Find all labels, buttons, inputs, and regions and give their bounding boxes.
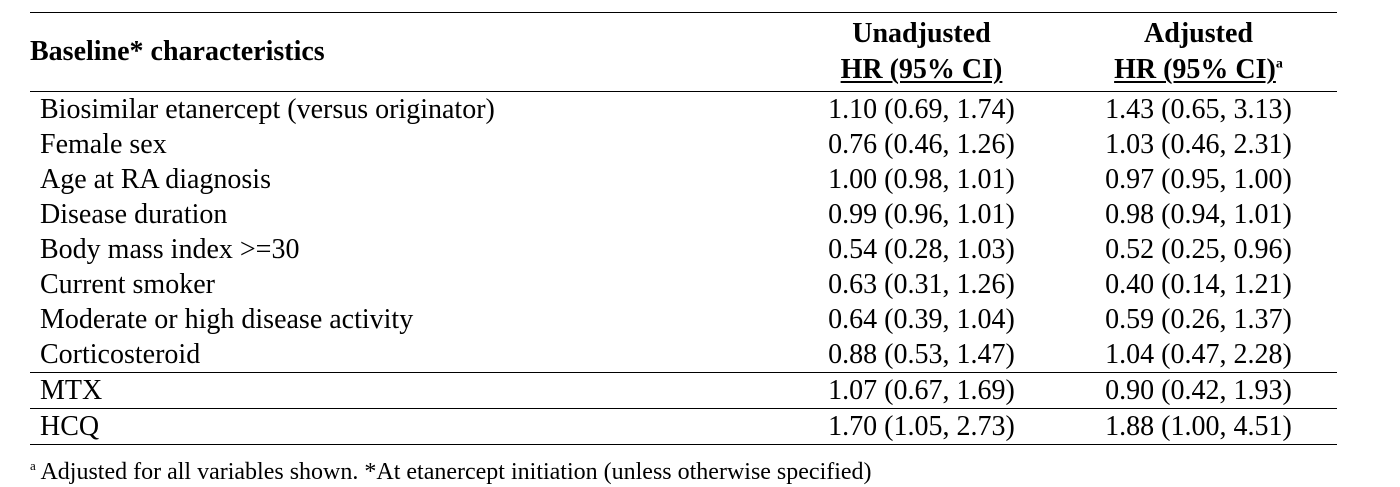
table-header-row: Baseline* characteristics Unadjusted HR …: [30, 12, 1337, 92]
row-adjusted-hr: 0.98 (0.94, 1.01): [1105, 199, 1292, 230]
table-row: Current smoker 0.63 (0.31, 1.26) 0.40 (0.1…: [30, 267, 1337, 302]
row-label: Age at RA diagnosis: [40, 164, 271, 195]
row-label: HCQ: [30, 408, 783, 445]
row-label: MTX: [30, 372, 783, 409]
row-unadjusted-hr: 0.76 (0.46, 1.26): [828, 129, 1015, 160]
header-unadjusted-hr: Unadjusted HR (95% CI): [783, 12, 1060, 92]
header-baseline-characteristics: Baseline* characteristics: [30, 12, 783, 92]
footnote-marker: a: [30, 458, 36, 473]
row-label: Female sex: [40, 129, 167, 160]
row-label: Corticosteroid: [40, 339, 201, 370]
header-unadjusted-line2: HR (95% CI): [840, 54, 1003, 85]
hazard-ratio-table: Baseline* characteristics Unadjusted HR …: [30, 12, 1337, 445]
row-label: Disease duration: [40, 199, 228, 230]
row-unadjusted-hr: 1.00 (0.98, 1.01): [828, 164, 1015, 195]
row-adjusted-hr: 0.90 (0.42, 1.93): [1060, 372, 1337, 409]
row-adjusted-hr: 1.03 (0.46, 2.31): [1105, 129, 1292, 160]
row-label: Biosimilar etanercept (versus originator…: [40, 94, 495, 125]
table-body: Biosimilar etanercept (versus originator…: [30, 92, 1337, 445]
table-row: HCQ 1.70 (1.05, 2.73) 1.88 (1.00, 4.51): [30, 408, 1337, 445]
header-adjusted-line1: Adjusted: [1144, 18, 1253, 49]
row-adjusted-hr: 0.52 (0.25, 0.96): [1105, 234, 1292, 265]
header-adjusted-line2: HR (95% CI): [1114, 54, 1276, 85]
row-unadjusted-hr: 1.10 (0.69, 1.74): [828, 94, 1015, 125]
table-row: Biosimilar etanercept (versus originator…: [30, 92, 1337, 128]
row-adjusted-hr: 1.04 (0.47, 2.28): [1105, 339, 1292, 370]
table-row: Moderate or high disease activity 0.64 (0…: [30, 302, 1337, 337]
row-unadjusted-hr: 0.88 (0.53, 1.47): [828, 339, 1015, 370]
row-adjusted-hr: 0.97 (0.95, 1.00): [1105, 164, 1292, 195]
table-row: MTX 1.07 (0.67, 1.69) 0.90 (0.42, 1.93): [30, 372, 1337, 409]
row-adjusted-hr: 1.88 (1.00, 4.51): [1060, 408, 1337, 445]
row-label: Body mass index >=30: [40, 234, 300, 265]
header-adjusted-line2-wrap: HR (95% CI)a: [1060, 52, 1337, 88]
row-unadjusted-hr: 1.07 (0.67, 1.69): [783, 372, 1060, 409]
table-row: Body mass index >=30 0.54 (0.28, 1.03) 0.5…: [30, 232, 1337, 267]
table-row: Corticosteroid 0.88 (0.53, 1.47) 1.04 (0.4…: [30, 337, 1337, 373]
table-footnote: a Adjusted for all variables shown. *At …: [30, 458, 872, 486]
row-label: Current smoker: [40, 269, 215, 300]
row-adjusted-hr: 0.59 (0.26, 1.37): [1105, 304, 1292, 335]
header-adjusted-footnote-marker: a: [1275, 56, 1283, 72]
table-row: Disease duration 0.99 (0.96, 1.01) 0.98 (0…: [30, 197, 1337, 232]
row-unadjusted-hr: 0.64 (0.39, 1.04): [828, 304, 1015, 335]
row-unadjusted-hr: 1.70 (1.05, 2.73): [783, 408, 1060, 445]
footnote-text: Adjusted for all variables shown. *At et…: [35, 459, 872, 485]
table-row: Female sex 0.76 (0.46, 1.26) 1.03 (0.46, 2…: [30, 127, 1337, 162]
header-adjusted-hr: Adjusted HR (95% CI)a: [1060, 12, 1337, 92]
table-row: Age at RA diagnosis 1.00 (0.98, 1.01) 0.97…: [30, 162, 1337, 197]
row-adjusted-hr: 0.40 (0.14, 1.21): [1105, 269, 1292, 300]
header-unadjusted-line1: Unadjusted: [852, 18, 991, 49]
row-unadjusted-hr: 0.63 (0.31, 1.26): [828, 269, 1015, 300]
row-adjusted-hr: 1.43 (0.65, 3.13): [1105, 94, 1292, 125]
row-unadjusted-hr: 0.99 (0.96, 1.01): [828, 199, 1015, 230]
row-unadjusted-hr: 0.54 (0.28, 1.03): [828, 234, 1015, 265]
row-label: Moderate or high disease activity: [40, 304, 414, 335]
